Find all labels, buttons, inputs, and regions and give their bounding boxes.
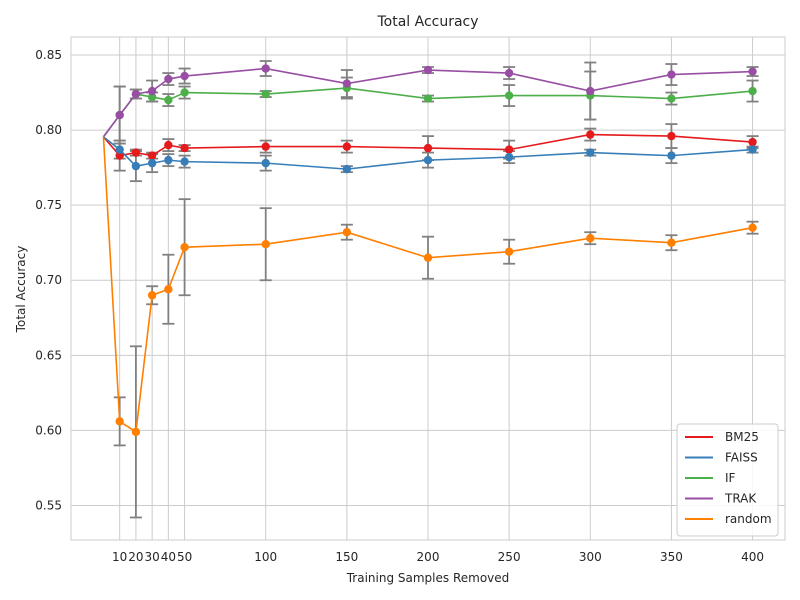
data-point-if <box>164 95 173 105</box>
legend-label: random <box>725 512 772 526</box>
legend-item: random <box>685 512 772 526</box>
data-point-if <box>261 89 270 99</box>
data-point-faiss <box>423 155 433 165</box>
x-tick-label: 30 <box>144 550 159 564</box>
data-point-faiss <box>342 164 352 174</box>
legend-label: TRAK <box>724 492 757 506</box>
data-point-bm25 <box>586 130 595 139</box>
data-point-trak <box>147 86 157 96</box>
y-tick-label: 0.75 <box>35 198 62 212</box>
data-point-trak <box>667 70 676 79</box>
legend-item: BM25 <box>685 430 759 444</box>
x-tick-label: 20 <box>128 550 143 564</box>
y-tick-label: 0.80 <box>35 123 62 137</box>
data-point-random <box>748 223 757 232</box>
data-point-faiss <box>586 148 595 157</box>
data-point-trak <box>115 110 124 120</box>
y-tick-label: 0.60 <box>35 423 62 437</box>
legend-label: FAISS <box>725 451 758 465</box>
x-tick-label: 150 <box>335 550 358 564</box>
grid-lines <box>70 36 786 541</box>
data-point-random <box>115 417 124 426</box>
y-axis-title: Total Accuracy <box>14 246 28 334</box>
data-point-if <box>748 86 757 96</box>
legend-box <box>676 423 779 537</box>
data-point-bm25 <box>667 131 676 141</box>
y-tick-label: 0.55 <box>35 498 62 512</box>
data-point-bm25 <box>164 140 173 150</box>
data-point-bm25 <box>261 142 270 151</box>
series-lines <box>102 64 757 437</box>
x-tick-label: 10 <box>112 550 127 564</box>
x-axis-title: Training Samples Removed <box>346 571 510 585</box>
data-point-bm25 <box>748 137 757 147</box>
x-tick-label: 40 <box>161 550 176 564</box>
data-point-bm25 <box>147 151 157 160</box>
x-tick-label: 400 <box>741 550 764 564</box>
data-point-trak <box>342 79 352 88</box>
data-point-faiss <box>115 145 124 154</box>
data-point-faiss <box>261 158 270 168</box>
x-tick-label: 50 <box>177 550 192 564</box>
data-point-if <box>504 91 514 100</box>
legend-label: IF <box>725 471 736 485</box>
x-tick-label: 200 <box>417 550 440 564</box>
data-point-trak <box>261 64 270 73</box>
data-point-random <box>423 253 433 262</box>
data-point-if <box>147 92 157 102</box>
plot-frame <box>70 36 786 541</box>
data-point-if <box>423 94 433 103</box>
legend-item: TRAK <box>685 492 757 506</box>
data-point-trak <box>164 74 173 84</box>
data-point-random <box>261 240 270 249</box>
data-point-if <box>180 88 189 97</box>
data-point-trak <box>504 68 514 78</box>
x-tick-label: 350 <box>660 550 683 564</box>
legend-item: IF <box>685 471 736 485</box>
y-tick-label: 0.70 <box>35 273 62 287</box>
legend-item: FAISS <box>685 451 758 465</box>
data-point-trak <box>748 67 757 76</box>
data-point-faiss <box>164 155 173 165</box>
chart-title: Total Accuracy <box>376 14 478 30</box>
data-point-bm25 <box>342 142 352 151</box>
data-point-if <box>667 94 676 103</box>
data-point-trak <box>586 86 595 96</box>
data-point-bm25 <box>115 151 124 160</box>
x-tick-label: 100 <box>254 550 277 564</box>
data-point-faiss <box>504 152 514 162</box>
data-point-random <box>667 238 676 247</box>
data-point-bm25 <box>180 143 189 153</box>
tick-labels: 10 20 30 40 50 100 150 200 250 300 350 400 0.55 0.60 0… <box>35 48 764 564</box>
data-point-random <box>164 285 173 294</box>
data-point-trak <box>180 71 189 81</box>
x-tick-label: 300 <box>579 550 602 564</box>
data-point-faiss <box>147 158 157 168</box>
data-point-bm25 <box>423 143 433 153</box>
data-point-faiss <box>748 145 757 154</box>
data-point-random <box>147 291 157 300</box>
y-tick-label: 0.85 <box>35 48 62 62</box>
y-tick-label: 0.65 <box>35 348 62 362</box>
x-tick-label: 250 <box>498 550 521 564</box>
data-point-bm25 <box>131 148 141 157</box>
data-point-random <box>342 227 352 237</box>
data-point-random <box>180 243 189 252</box>
data-point-faiss <box>180 157 189 166</box>
legend-label: BM25 <box>725 430 759 444</box>
legend: BM25 FAISS IF TRAK random <box>676 423 779 537</box>
data-point-bm25 <box>504 145 514 154</box>
data-point-random <box>586 234 595 243</box>
data-point-trak <box>131 89 141 99</box>
data-point-random <box>131 427 141 437</box>
data-point-faiss <box>131 161 141 171</box>
data-point-trak <box>423 65 433 75</box>
data-point-random <box>504 247 514 256</box>
data-point-faiss <box>667 151 676 160</box>
